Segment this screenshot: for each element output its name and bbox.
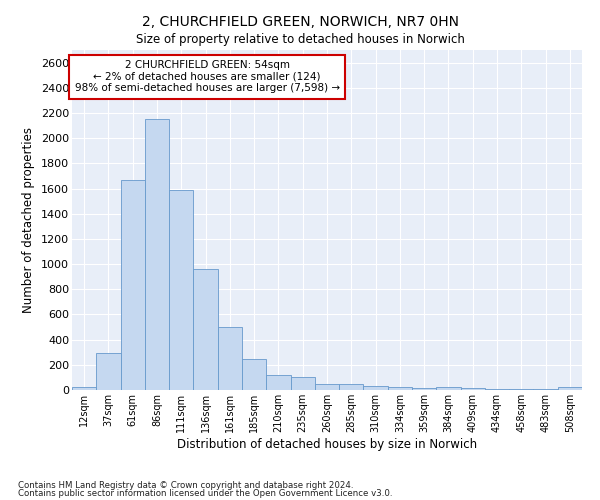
Bar [339, 384, 364, 390]
Bar [485, 388, 509, 390]
Bar [96, 353, 121, 390]
Bar [218, 327, 242, 390]
Text: Contains HM Land Registry data © Crown copyright and database right 2024.: Contains HM Land Registry data © Crown c… [18, 480, 353, 490]
Bar [461, 388, 485, 390]
Text: 2 CHURCHFIELD GREEN: 54sqm
← 2% of detached houses are smaller (124)
98% of semi: 2 CHURCHFIELD GREEN: 54sqm ← 2% of detac… [74, 60, 340, 94]
Bar [436, 387, 461, 390]
Bar [72, 387, 96, 390]
Text: 2, CHURCHFIELD GREEN, NORWICH, NR7 0HN: 2, CHURCHFIELD GREEN, NORWICH, NR7 0HN [142, 15, 458, 29]
Bar [121, 180, 145, 390]
Bar [290, 378, 315, 390]
Bar [315, 384, 339, 390]
Bar [412, 388, 436, 390]
Y-axis label: Number of detached properties: Number of detached properties [22, 127, 35, 313]
Text: Size of property relative to detached houses in Norwich: Size of property relative to detached ho… [136, 32, 464, 46]
Text: Contains public sector information licensed under the Open Government Licence v3: Contains public sector information licen… [18, 489, 392, 498]
Bar [193, 269, 218, 390]
Bar [242, 358, 266, 390]
Bar [364, 386, 388, 390]
Bar [558, 387, 582, 390]
Bar [266, 375, 290, 390]
X-axis label: Distribution of detached houses by size in Norwich: Distribution of detached houses by size … [177, 438, 477, 450]
Bar [388, 388, 412, 390]
Bar [145, 120, 169, 390]
Bar [169, 190, 193, 390]
